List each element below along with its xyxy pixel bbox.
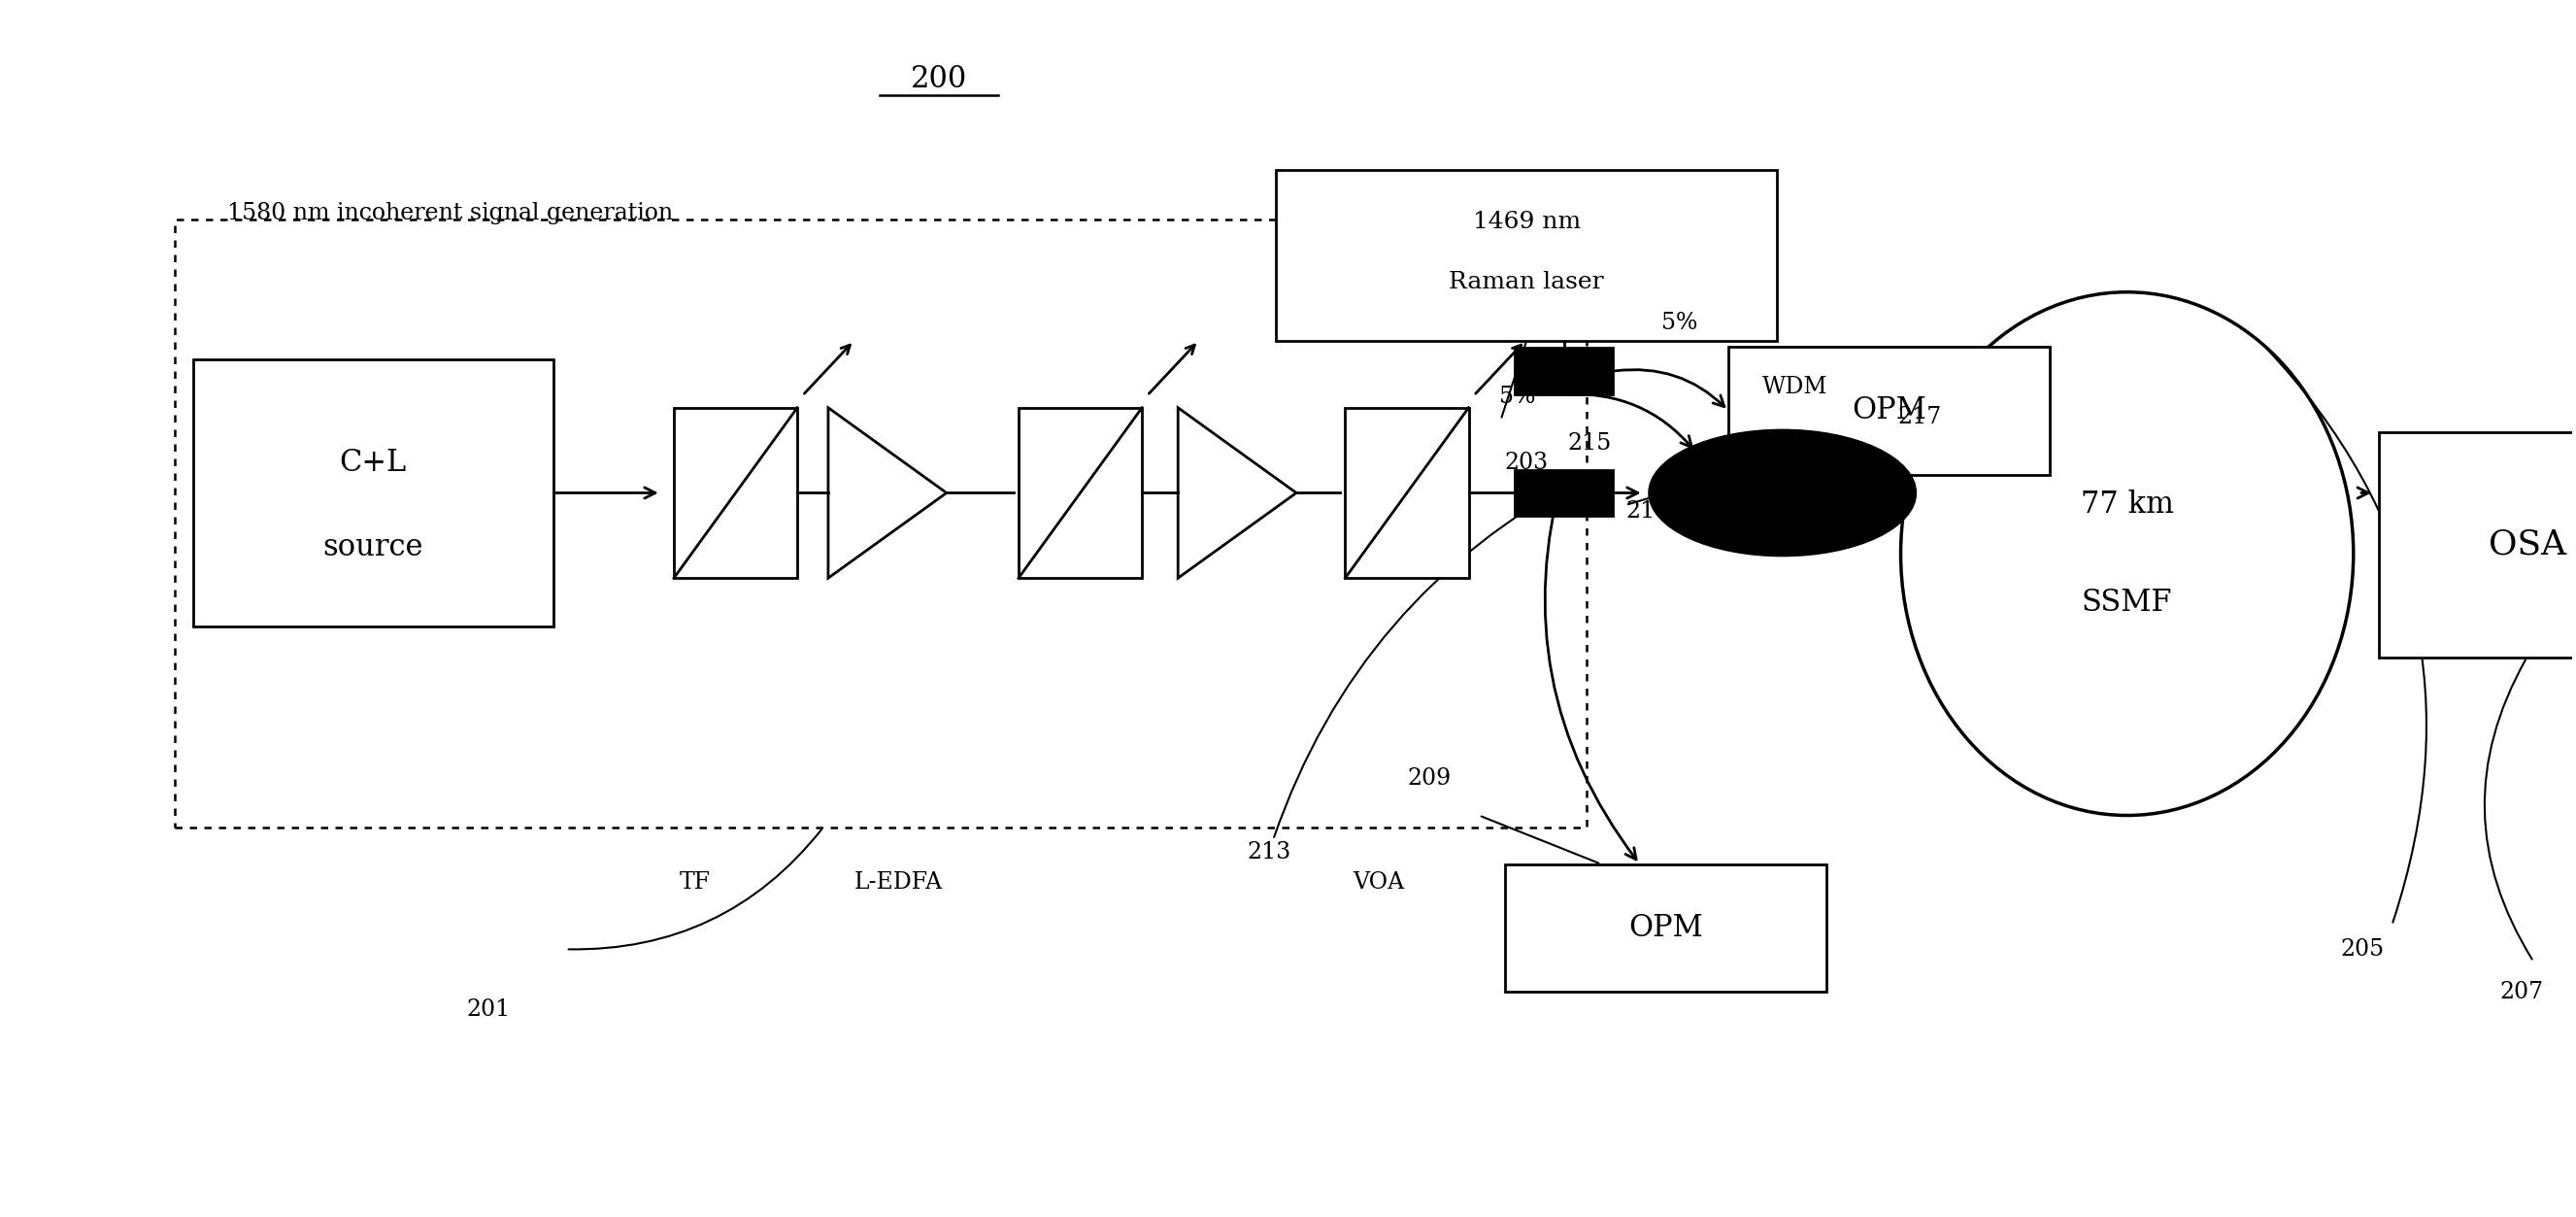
- FancyArrowPatch shape: [2486, 660, 2532, 959]
- FancyArrowPatch shape: [1628, 476, 1726, 504]
- FancyArrowPatch shape: [1502, 343, 1525, 417]
- Bar: [1345, 408, 1468, 578]
- Text: 5%: 5%: [1662, 312, 1698, 333]
- Text: 77 km: 77 km: [2081, 490, 2174, 520]
- Text: SSMF: SSMF: [2081, 588, 2172, 617]
- Bar: [675, 408, 799, 578]
- FancyArrowPatch shape: [1546, 472, 1636, 859]
- Text: OPM: OPM: [1852, 396, 1927, 426]
- Text: 215: 215: [1569, 432, 1613, 454]
- Text: 200: 200: [909, 65, 966, 94]
- Text: 205: 205: [2342, 938, 2385, 960]
- Text: 201: 201: [466, 999, 510, 1021]
- Text: 217: 217: [1899, 406, 1942, 428]
- Text: 203: 203: [1504, 452, 1548, 473]
- Bar: [1504, 864, 1826, 992]
- Text: L-EDFA: L-EDFA: [853, 871, 943, 893]
- Text: 207: 207: [2501, 981, 2545, 1003]
- Text: OPM: OPM: [1628, 913, 1703, 943]
- Text: WDM: WDM: [1762, 376, 1829, 398]
- FancyArrowPatch shape: [1481, 817, 1600, 863]
- Bar: [1515, 470, 1613, 516]
- Bar: [193, 359, 554, 627]
- Bar: [1018, 408, 1141, 578]
- Text: 213: 213: [1247, 841, 1291, 863]
- Bar: [1515, 348, 1613, 394]
- FancyArrowPatch shape: [1615, 370, 1723, 406]
- Text: 209: 209: [1406, 768, 1450, 790]
- Text: 1469 nm: 1469 nm: [1473, 211, 1582, 232]
- Bar: [1275, 170, 1777, 341]
- Circle shape: [1649, 430, 1917, 556]
- Text: 1580 nm incoherent signal generation: 1580 nm incoherent signal generation: [227, 202, 672, 224]
- Text: source: source: [322, 533, 422, 562]
- Bar: [1728, 347, 2050, 475]
- Text: Raman laser: Raman laser: [1450, 271, 1605, 293]
- Bar: [175, 219, 1587, 828]
- Text: TF: TF: [680, 871, 711, 893]
- FancyArrowPatch shape: [569, 830, 822, 949]
- Text: VOA: VOA: [1352, 871, 1404, 893]
- Text: 211: 211: [1625, 500, 1669, 522]
- Text: 5%: 5%: [1499, 386, 1535, 408]
- FancyArrowPatch shape: [1275, 476, 1584, 837]
- Text: OSA: OSA: [2488, 528, 2566, 561]
- FancyArrowPatch shape: [2264, 347, 2427, 922]
- Bar: [2380, 432, 2576, 657]
- Text: C+L: C+L: [340, 448, 407, 477]
- FancyArrowPatch shape: [1566, 394, 1692, 448]
